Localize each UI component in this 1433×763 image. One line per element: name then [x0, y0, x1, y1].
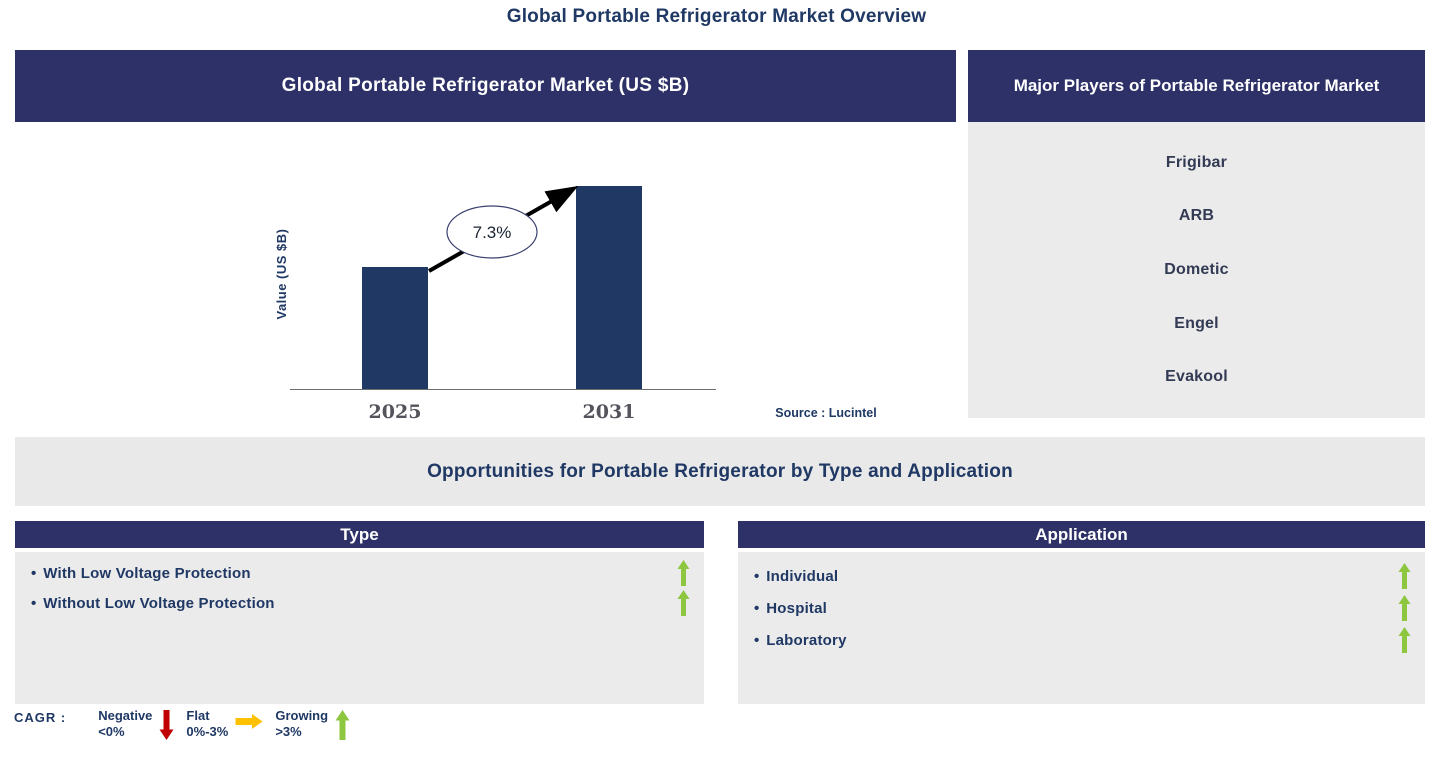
legend-item-label: Negative: [98, 708, 153, 723]
legend-item-range: >3%: [275, 724, 302, 739]
bar-chart: 7.3% Value (US $B) 2025 2031 Source : Lu…: [274, 186, 877, 423]
list-item: Dometic: [1164, 260, 1229, 278]
list-item: Engel: [1174, 314, 1219, 332]
bar-2025: [362, 267, 428, 389]
players-panel-title: Major Players of Portable Refrigerator M…: [1013, 76, 1380, 95]
list-item: ARB: [1178, 207, 1215, 225]
growing-up-arrow-icon: [677, 560, 690, 586]
legend-item-negative: Negative <0%: [98, 708, 186, 740]
players-list: Frigibar ARB Dometic Engel Evakool: [968, 122, 1425, 418]
list-item: • With Low Voltage Protection: [31, 558, 690, 588]
item-label-group: • Laboratory: [754, 632, 847, 649]
legend-item-flat: Flat 0%-3%: [186, 708, 275, 740]
negative-down-arrow-icon: [159, 710, 174, 740]
legend-item-range: 0%-3%: [186, 724, 229, 739]
application-item-label: Laboratory: [766, 631, 847, 649]
chart-panel-header: Global Portable Refrigerator Market (US …: [15, 50, 956, 122]
cagr-legend: CAGR : Negative <0% Flat 0%-3% Growing >…: [14, 708, 362, 740]
legend-item-range: <0%: [98, 724, 125, 739]
growing-up-arrow-icon: [1398, 627, 1411, 653]
bullet: •: [31, 594, 37, 612]
list-item: Evakool: [1165, 368, 1228, 386]
legend-item-label: Flat: [186, 708, 210, 723]
list-item: • Hospital: [754, 592, 1411, 624]
type-panel-body: • With Low Voltage Protection • Without …: [15, 552, 704, 704]
legend-text: Growing >3%: [275, 708, 328, 740]
legend-item-label: Growing: [275, 708, 329, 723]
bullet: •: [754, 599, 760, 617]
legend-item-growing: Growing >3%: [275, 708, 362, 740]
flat-right-arrow-icon: [235, 714, 263, 729]
application-item-label: Individual: [766, 567, 839, 585]
type-panel-header: Type: [15, 521, 704, 548]
type-panel-title: Type: [340, 524, 379, 544]
bullet: •: [31, 564, 37, 582]
opportunities-title: Opportunities for Portable Refrigerator …: [427, 460, 1013, 482]
list-item: • Individual: [754, 560, 1411, 592]
page-title: Global Portable Refrigerator Market Over…: [506, 6, 927, 27]
growing-up-arrow-icon: [1398, 595, 1411, 621]
x-tick-2025: 2025: [369, 401, 422, 423]
item-label-group: • With Low Voltage Protection: [31, 565, 251, 582]
x-tick-2031: 2031: [583, 401, 636, 423]
item-label-group: • Hospital: [754, 600, 827, 617]
type-item-label: Without Low Voltage Protection: [43, 594, 275, 612]
source-label: Source : Lucintel: [775, 406, 876, 420]
bullet: •: [754, 631, 760, 649]
bar-2031: [576, 186, 642, 389]
application-panel-body: • Individual • Hospital • Laboratory: [738, 552, 1425, 704]
growing-up-arrow-icon: [677, 590, 690, 616]
list-item: • Laboratory: [754, 624, 1411, 656]
application-item-label: Hospital: [766, 599, 828, 617]
application-panel-header: Application: [738, 521, 1425, 548]
list-item: Frigibar: [1165, 153, 1228, 171]
type-item-label: With Low Voltage Protection: [43, 564, 251, 582]
chart-panel-title: Global Portable Refrigerator Market (US …: [281, 75, 690, 96]
item-label-group: • Without Low Voltage Protection: [31, 595, 275, 612]
item-label-group: • Individual: [754, 568, 838, 585]
growing-up-arrow-icon: [335, 710, 350, 740]
growing-up-arrow-icon: [1398, 563, 1411, 589]
legend-text: Flat 0%-3%: [186, 708, 228, 740]
cagr-ellipse: [446, 205, 538, 259]
application-panel-title: Application: [1035, 524, 1128, 544]
list-item: • Without Low Voltage Protection: [31, 588, 690, 618]
legend-text: Negative <0%: [98, 708, 152, 740]
cagr-value: 7.3%: [473, 223, 512, 242]
players-panel-header: Major Players of Portable Refrigerator M…: [968, 50, 1425, 122]
opportunities-band: Opportunities for Portable Refrigerator …: [15, 437, 1425, 506]
bullet: •: [754, 567, 760, 585]
cagr-legend-label: CAGR :: [14, 710, 67, 725]
y-axis-label: Value (US $B): [274, 228, 289, 319]
